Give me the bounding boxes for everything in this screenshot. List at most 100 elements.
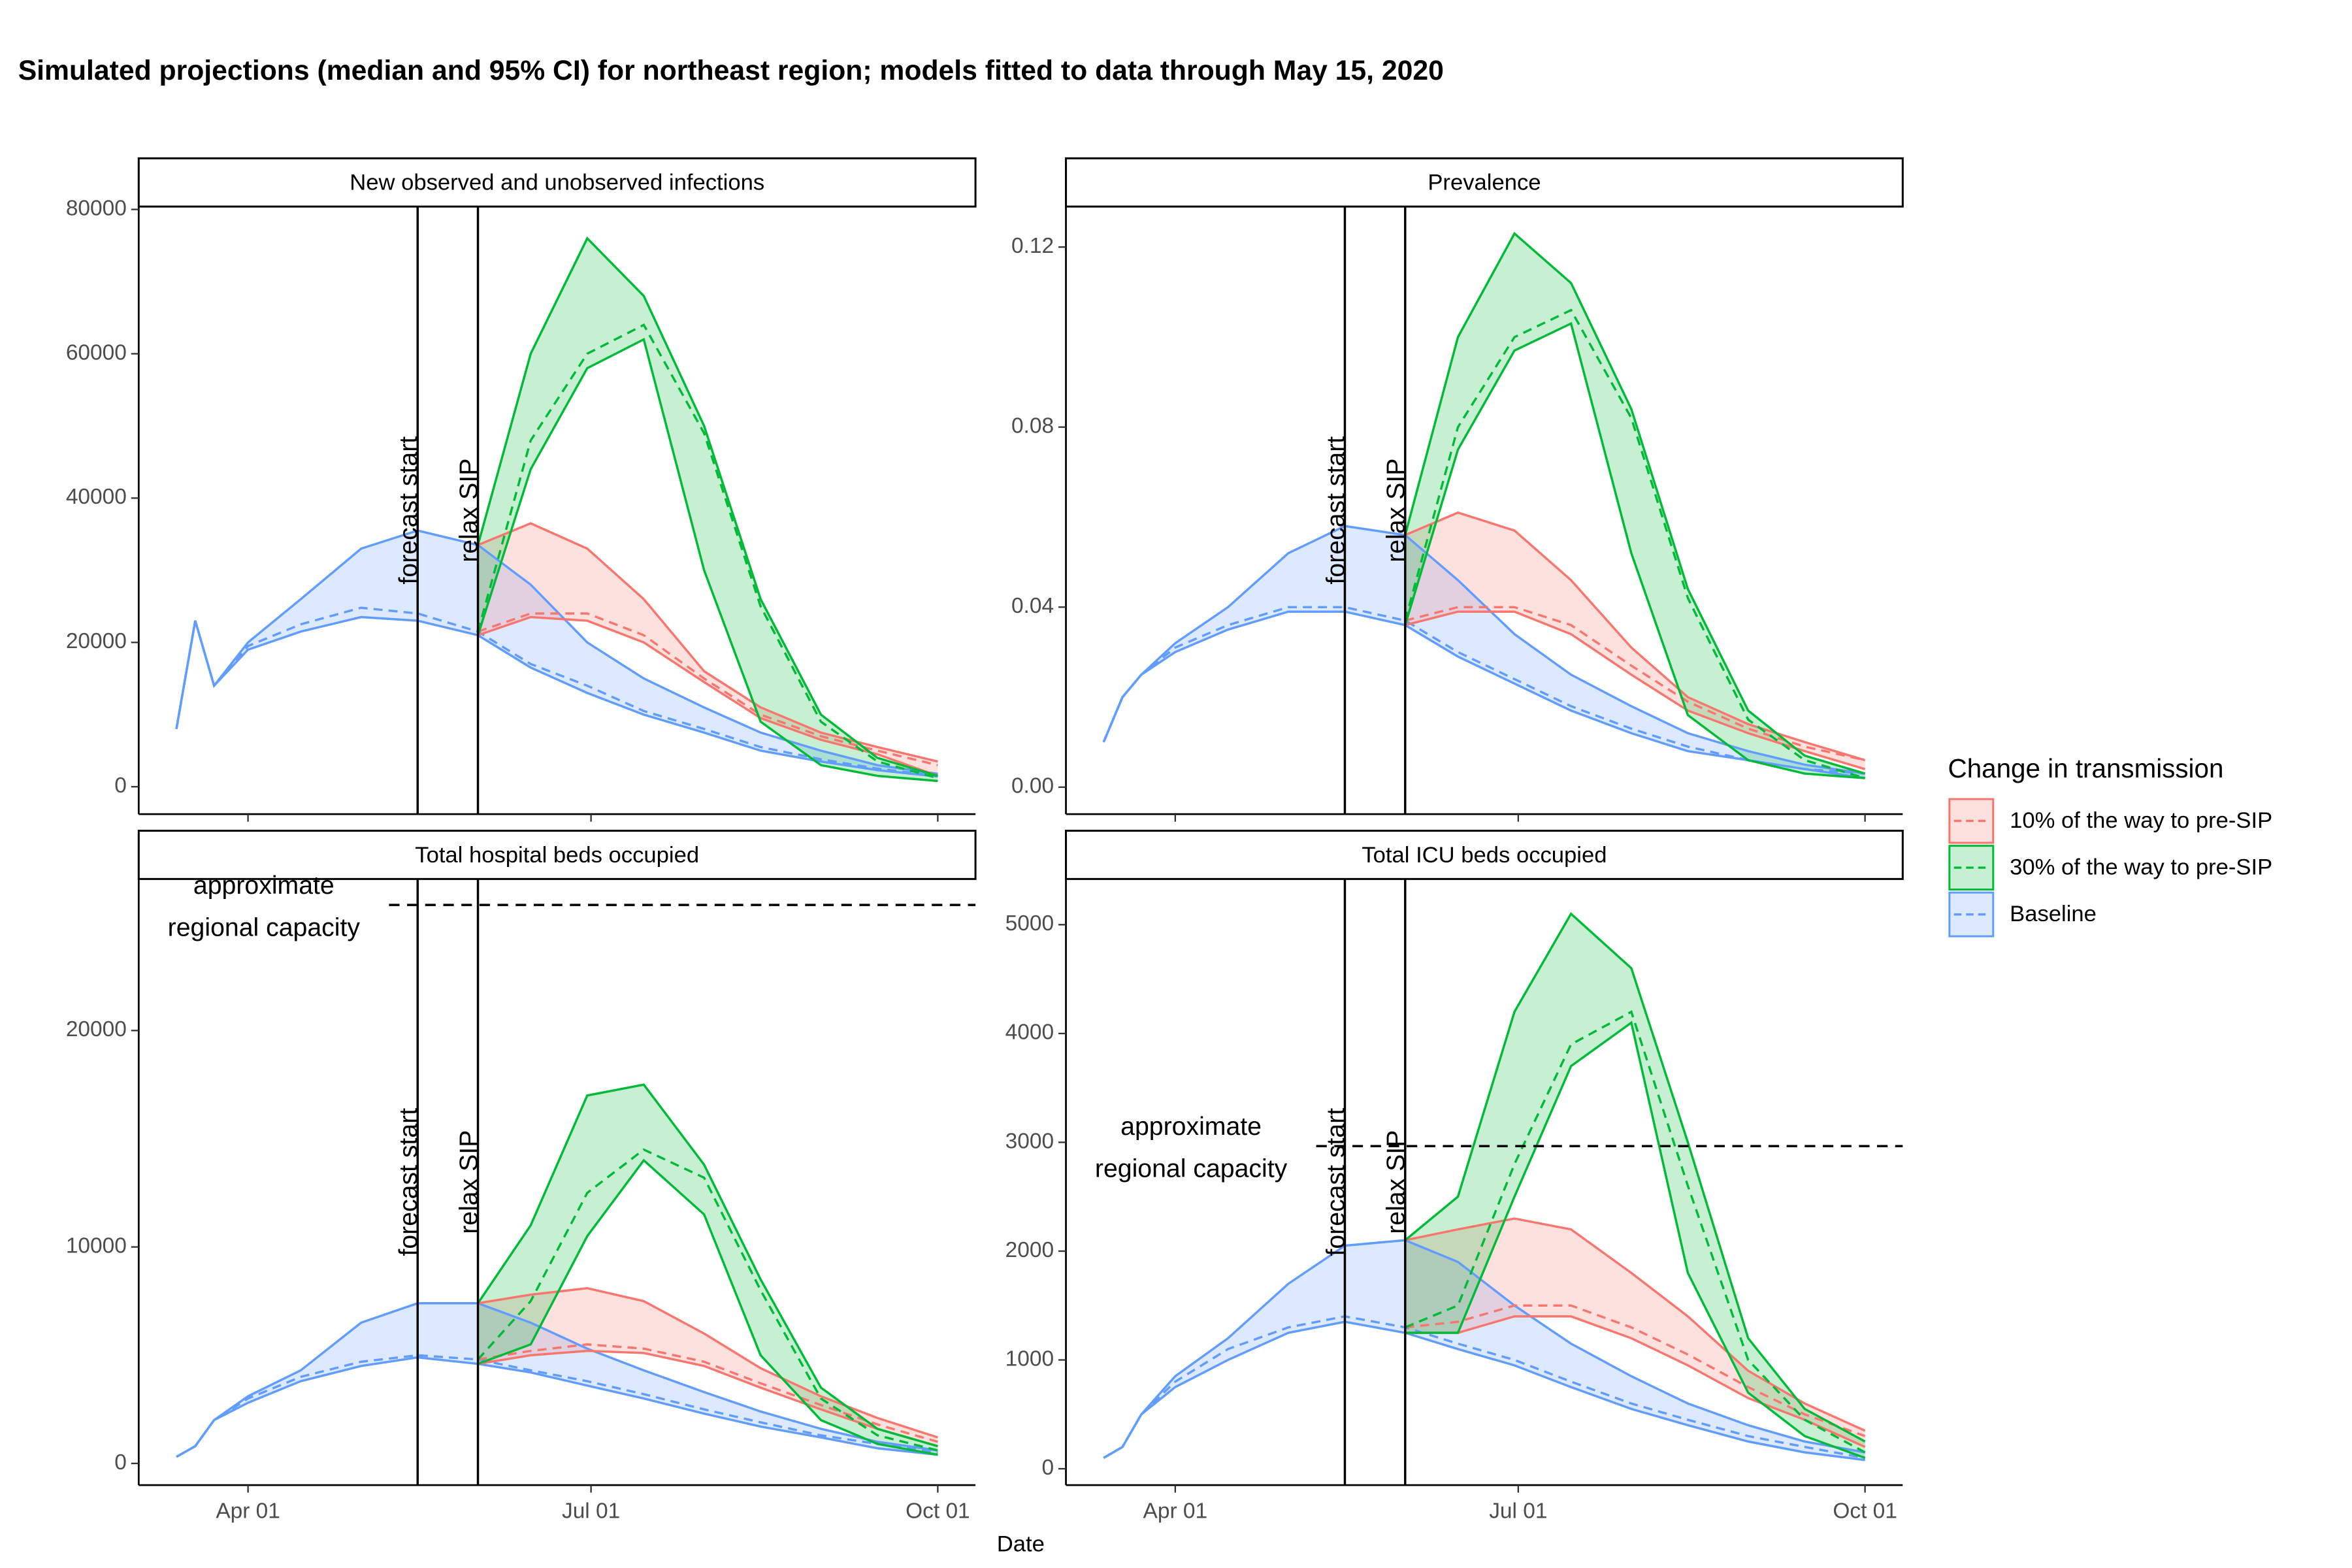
x-tick-label: Apr 01 bbox=[216, 1499, 280, 1523]
event-label: forecast start bbox=[394, 436, 423, 585]
y-tick-label: 20000 bbox=[66, 629, 127, 653]
event-label: relax SIP bbox=[1382, 459, 1411, 563]
facet-strip bbox=[137, 157, 977, 208]
ci-upper-line bbox=[1405, 1217, 1866, 1432]
y-tick-label: 5000 bbox=[1005, 911, 1054, 936]
y-tick-label: 0 bbox=[1041, 1456, 1054, 1480]
x-axis-title: Date bbox=[997, 1532, 1045, 1557]
ci-lower-line bbox=[1405, 610, 1866, 770]
x-tick-label: Jul 01 bbox=[562, 1499, 620, 1523]
ci-upper-line bbox=[1404, 231, 1866, 775]
ci-lower-line bbox=[1405, 1021, 1866, 1460]
ci-band bbox=[1103, 526, 1865, 778]
median-line bbox=[477, 612, 938, 766]
y-tick-label: 3000 bbox=[1005, 1129, 1054, 1153]
median-line bbox=[478, 1343, 938, 1443]
y-tick-label: 0 bbox=[114, 1450, 127, 1475]
y-tick-label: 0.12 bbox=[1011, 234, 1054, 258]
event-label: forecast start bbox=[1321, 436, 1350, 585]
ci-band bbox=[478, 238, 938, 781]
ci-band bbox=[176, 531, 938, 777]
event-label: relax SIP bbox=[454, 1130, 483, 1234]
ci-band bbox=[478, 523, 938, 776]
y-tick-label: 1000 bbox=[1005, 1347, 1054, 1371]
ci-upper-line bbox=[1102, 525, 1865, 775]
event-label: relax SIP bbox=[1382, 1130, 1411, 1234]
facet-title: Prevalence bbox=[1428, 171, 1541, 195]
ci-upper-line bbox=[175, 529, 938, 776]
legend-label: 10% of the way to pre-SIP bbox=[2010, 808, 2272, 833]
median-line bbox=[476, 323, 938, 779]
ci-upper-line bbox=[478, 1286, 938, 1439]
capacity-label: regional capacity bbox=[1095, 1154, 1288, 1183]
ci-band bbox=[1405, 233, 1865, 778]
median-line bbox=[1102, 606, 1865, 775]
x-tick-label: Oct 01 bbox=[1833, 1499, 1897, 1523]
y-tick-label: 10000 bbox=[66, 1233, 127, 1258]
capacity-label: regional capacity bbox=[168, 913, 361, 941]
y-tick-label: 80000 bbox=[66, 196, 127, 220]
plot-area bbox=[176, 1083, 938, 1458]
ci-upper-line bbox=[476, 236, 938, 777]
y-tick-label: 0.08 bbox=[1011, 414, 1054, 438]
legend-label: Baseline bbox=[2010, 902, 2097, 926]
x-tick-label: Oct 01 bbox=[906, 1499, 970, 1523]
facet-title: Total ICU beds occupied bbox=[1362, 843, 1607, 868]
x-tick-label: Apr 01 bbox=[1143, 1499, 1208, 1523]
ci-band bbox=[1405, 913, 1865, 1458]
event-label: forecast start bbox=[1321, 1108, 1350, 1256]
chart-title: Simulated projections (median and 95% CI… bbox=[18, 55, 1444, 86]
ci-band bbox=[1405, 1218, 1865, 1447]
plot-area bbox=[175, 236, 938, 783]
ci-band bbox=[1103, 1240, 1865, 1460]
median-line bbox=[1404, 308, 1866, 779]
ci-lower-line bbox=[1102, 610, 1865, 779]
event-label: relax SIP bbox=[454, 459, 483, 563]
facet-title: New observed and unobserved infections bbox=[350, 171, 764, 195]
ci-lower-line bbox=[477, 1158, 938, 1456]
capacity-label: approximate bbox=[1120, 1112, 1262, 1141]
capacity-label: approximate bbox=[193, 871, 335, 900]
facet-strip bbox=[1065, 830, 1904, 880]
y-tick-label: 0.00 bbox=[1011, 774, 1054, 798]
y-tick-label: 4000 bbox=[1005, 1021, 1054, 1045]
ci-band bbox=[478, 1085, 938, 1455]
ci-lower-line bbox=[478, 1349, 938, 1448]
y-tick-label: 2000 bbox=[1005, 1238, 1054, 1262]
facet-title: Total hospital beds occupied bbox=[415, 843, 699, 868]
median-line bbox=[1405, 1010, 1866, 1454]
ci-lower-line bbox=[1405, 1315, 1866, 1448]
ci-lower-line bbox=[1103, 1320, 1865, 1462]
median-line bbox=[176, 1354, 938, 1458]
plot-area bbox=[1102, 231, 1866, 779]
y-tick-label: 40000 bbox=[66, 485, 127, 509]
ci-upper-line bbox=[1405, 511, 1866, 762]
y-tick-label: 0 bbox=[114, 774, 127, 798]
facet-strip bbox=[1065, 157, 1904, 208]
median-line bbox=[175, 606, 938, 777]
facet-strip bbox=[137, 830, 977, 880]
ci-lower-line bbox=[175, 615, 938, 778]
legend-label: 30% of the way to pre-SIP bbox=[2010, 855, 2272, 879]
median-line bbox=[477, 1148, 938, 1452]
ci-upper-line bbox=[176, 1302, 938, 1458]
ci-band bbox=[1405, 512, 1865, 770]
legend-title: Change in transmission bbox=[1948, 753, 2224, 783]
ci-upper-line bbox=[477, 1083, 938, 1448]
y-tick-label: 20000 bbox=[66, 1017, 127, 1041]
event-label: forecast start bbox=[394, 1108, 423, 1256]
ci-lower-line bbox=[1404, 321, 1865, 779]
plot-area bbox=[1103, 911, 1866, 1462]
ci-lower-line bbox=[476, 337, 938, 783]
median-line bbox=[1103, 1315, 1865, 1460]
ci-upper-line bbox=[1404, 911, 1866, 1443]
median-line bbox=[1405, 1304, 1866, 1437]
x-tick-label: Jul 01 bbox=[1489, 1499, 1547, 1523]
y-tick-label: 60000 bbox=[66, 340, 127, 365]
y-tick-label: 0.04 bbox=[1011, 594, 1054, 618]
ci-lower-line bbox=[176, 1356, 938, 1458]
ci-upper-line bbox=[1103, 1239, 1865, 1460]
